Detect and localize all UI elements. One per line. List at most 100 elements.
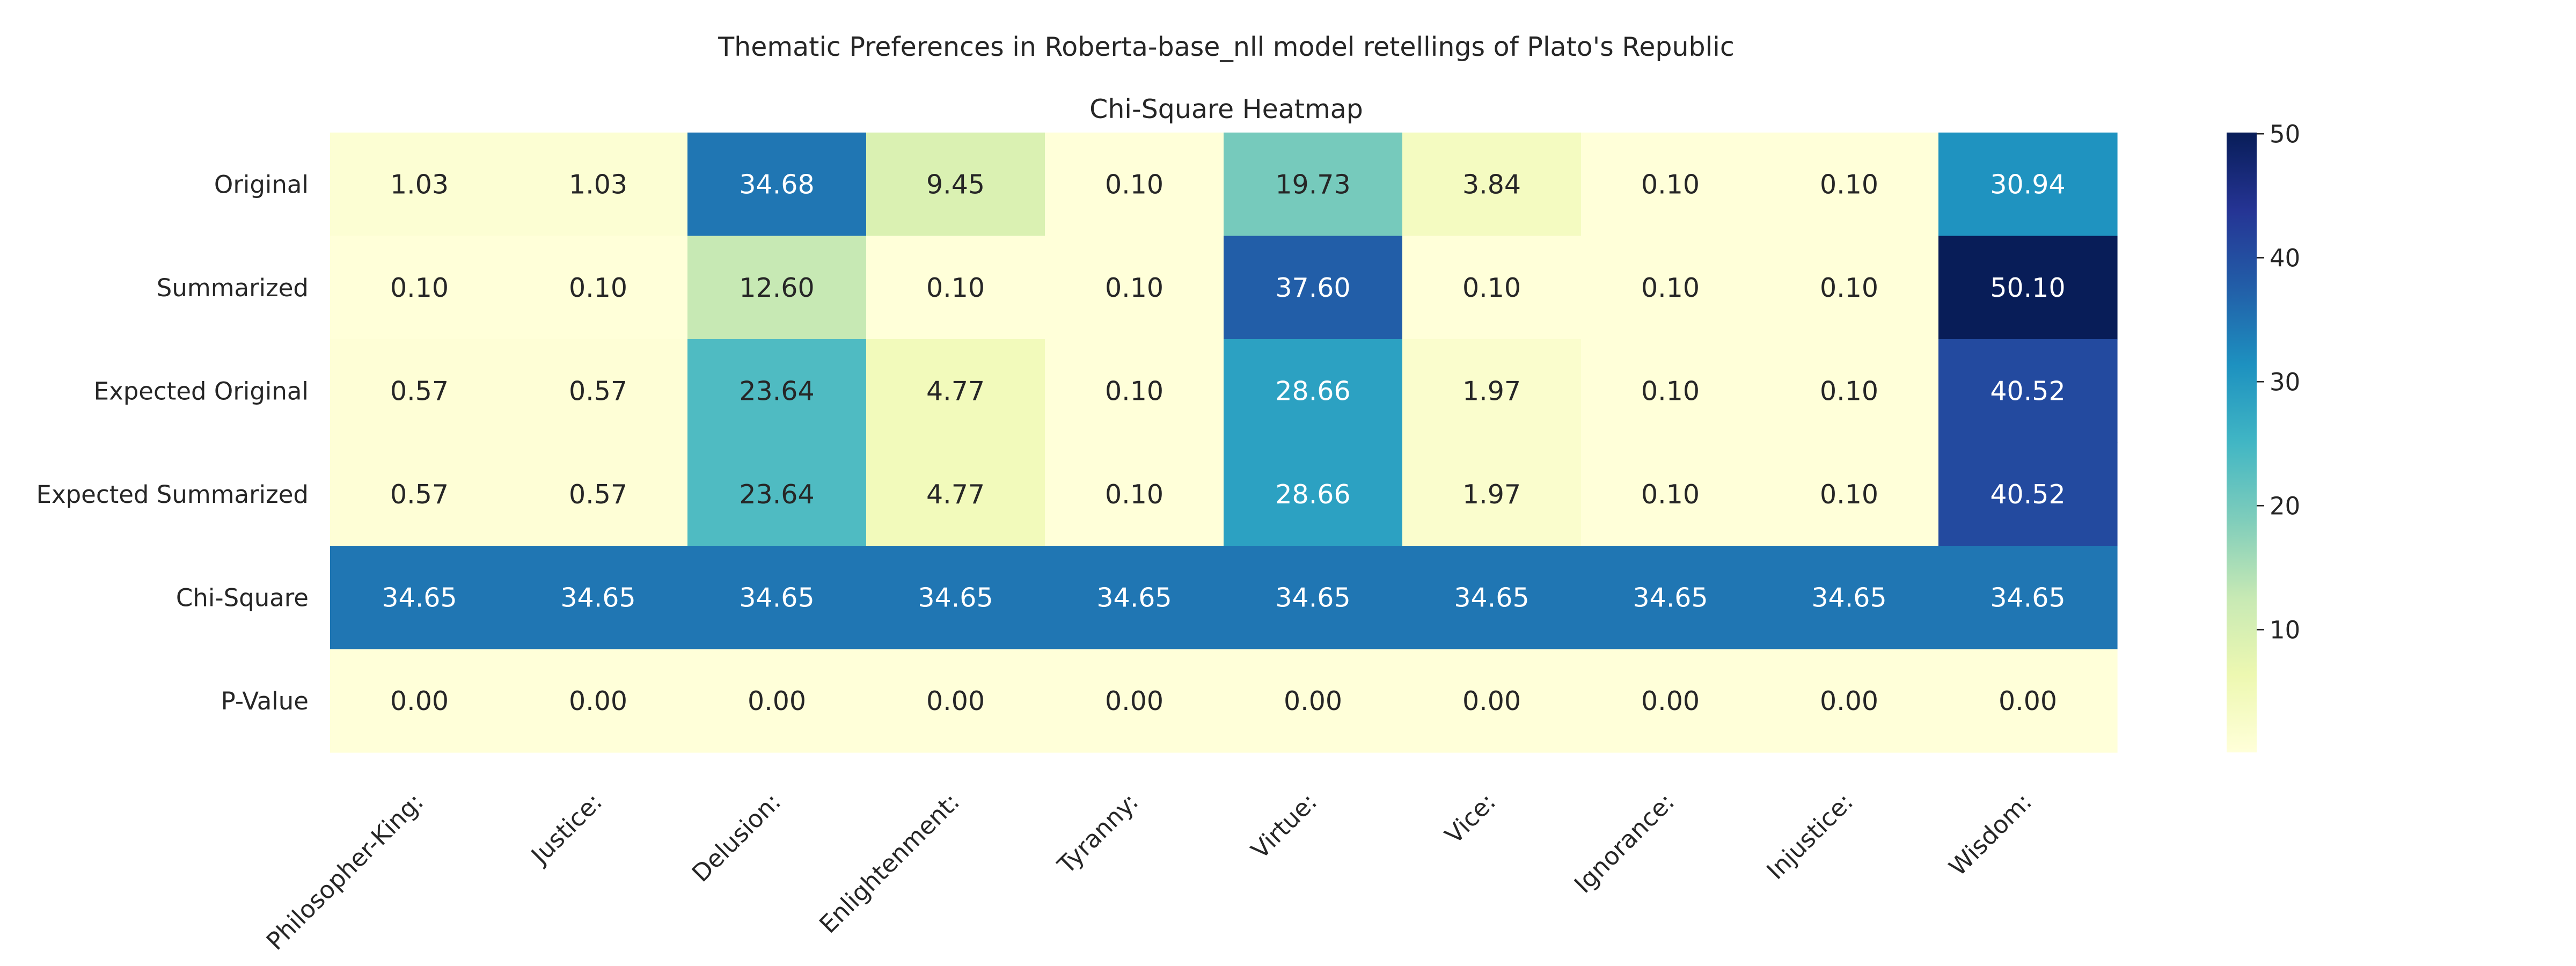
heatmap-cell (1581, 133, 1760, 237)
row-label: Chi-Square (176, 583, 309, 612)
heatmap-cell (687, 546, 867, 650)
heatmap-cell (509, 133, 688, 237)
heatmap-cell (1760, 546, 1939, 650)
cell-value-label: 0.10 (1105, 376, 1163, 406)
heatmap-cell (1402, 546, 1582, 650)
heatmap-cell (1045, 236, 1224, 340)
heatmap-cell (1045, 546, 1224, 650)
heatmap-cell (866, 442, 1045, 546)
cell-value-label: 0.10 (1105, 273, 1163, 303)
heatmap-cell (1045, 339, 1224, 443)
cell-value-label: 0.57 (569, 479, 627, 510)
colorbar-tick-label: 20 (2270, 492, 2300, 520)
row-label: P-Value (221, 687, 309, 715)
colorbar-ticks: 10 20 30 40 50 (2257, 120, 2300, 644)
cell-value-label: 34.65 (739, 582, 814, 613)
cell-value-label: 0.57 (390, 479, 449, 510)
heatmap-cell (687, 442, 867, 546)
heatmap-cell (1760, 649, 1939, 753)
cell-value-label: 1.97 (1462, 376, 1521, 406)
heatmap-cell (1581, 442, 1760, 546)
cell-value-label: 1.97 (1462, 479, 1521, 510)
cell-value-label: 34.65 (1275, 582, 1350, 613)
colorbar-tick-label: 30 (2270, 368, 2300, 396)
cell-value-label: 37.60 (1275, 273, 1350, 303)
chart-title: Chi-Square Heatmap (1089, 94, 1363, 125)
cell-value-label: 0.10 (1820, 376, 1878, 406)
cell-value-label: 0.00 (1284, 686, 1342, 716)
heatmap-cell (1224, 442, 1403, 546)
y-axis-tick-labels: Original Summarized Expected Original Expec… (36, 170, 309, 715)
heatmap-cell (866, 546, 1045, 650)
cell-value-label: 0.00 (1999, 686, 2057, 716)
cell-value-label: 34.65 (1096, 582, 1172, 613)
cell-value-label: 0.10 (1641, 273, 1700, 303)
cell-value-label: 34.68 (739, 169, 814, 200)
heatmap-cell (1045, 133, 1224, 237)
heatmap-cell (1402, 236, 1582, 340)
heatmap-cell (687, 236, 867, 340)
cell-value-label: 30.94 (1990, 169, 2065, 200)
heatmap-cell (509, 546, 688, 650)
heatmap-cell (509, 236, 688, 340)
heatmap-cell (1760, 236, 1939, 340)
heatmap-cell (1938, 442, 2118, 546)
heatmap-cell (1224, 236, 1403, 340)
cell-value-label: 23.64 (739, 479, 814, 510)
heatmap-cell (330, 236, 509, 340)
heatmap-cell (330, 442, 509, 546)
cell-value-label: 28.66 (1275, 479, 1350, 510)
heatmap-cell (1402, 339, 1582, 443)
heatmap-cell (1224, 133, 1403, 237)
heatmap-cell (687, 649, 867, 753)
heatmap-cell (1581, 546, 1760, 650)
heatmap-cell (1760, 339, 1939, 443)
heatmap-cell (1938, 339, 2118, 443)
heatmap-cell (1224, 339, 1403, 443)
heatmap-cell (1045, 442, 1224, 546)
figure-suptitle: Thematic Preferences in Roberta-base_nll… (718, 32, 1735, 62)
row-label: Original (214, 170, 309, 199)
cell-value-label: 0.10 (1641, 376, 1700, 406)
heatmap-cell (330, 546, 509, 650)
cell-value-label: 4.77 (926, 479, 985, 510)
colorbar-tick-label: 50 (2270, 120, 2300, 148)
heatmap-cell (1581, 236, 1760, 340)
cell-value-label: 1.03 (569, 169, 627, 200)
heatmap-cells (330, 133, 2118, 753)
cell-value-label: 34.65 (918, 582, 993, 613)
heatmap-cell (866, 236, 1045, 340)
cell-value-label: 34.65 (1454, 582, 1529, 613)
cell-value-label: 0.00 (748, 686, 806, 716)
cell-value-label: 0.00 (1462, 686, 1521, 716)
cell-value-label: 9.45 (926, 169, 985, 200)
cell-value-label: 0.57 (569, 376, 627, 406)
cell-value-label: 0.10 (569, 273, 627, 303)
heatmap-cell (1045, 649, 1224, 753)
cell-value-label: 23.64 (739, 376, 814, 406)
heatmap-cell (687, 133, 867, 237)
heatmap-cell-labels: 1.03 1.03 34.68 9.45 0.10 19.73 3.84 0.10 0.10 30… (382, 169, 2065, 716)
cell-value-label: 50.10 (1990, 273, 2065, 303)
cell-value-label: 1.03 (390, 169, 449, 200)
cell-value-label: 4.77 (926, 376, 985, 406)
heatmap-cell (866, 133, 1045, 237)
colorbar-tick-label: 10 (2270, 616, 2300, 644)
heatmap-cell (509, 649, 688, 753)
heatmap-cell (866, 339, 1045, 443)
cell-value-label: 0.00 (390, 686, 449, 716)
cell-value-label: 34.65 (1990, 582, 2065, 613)
heatmap-cell (687, 339, 867, 443)
cell-value-label: 0.00 (926, 686, 985, 716)
cell-value-label: 34.65 (1633, 582, 1708, 613)
colorbar (2227, 133, 2257, 752)
heatmap-cell (1402, 649, 1582, 753)
heatmap-cell (1938, 546, 2118, 650)
cell-value-label: 0.10 (1105, 479, 1163, 510)
heatmap-cell (509, 442, 688, 546)
heatmap-cell (1938, 133, 2118, 237)
colorbar-tick-label: 40 (2270, 244, 2300, 272)
cell-value-label: 0.10 (1462, 273, 1521, 303)
heatmap-cell (1938, 649, 2118, 753)
